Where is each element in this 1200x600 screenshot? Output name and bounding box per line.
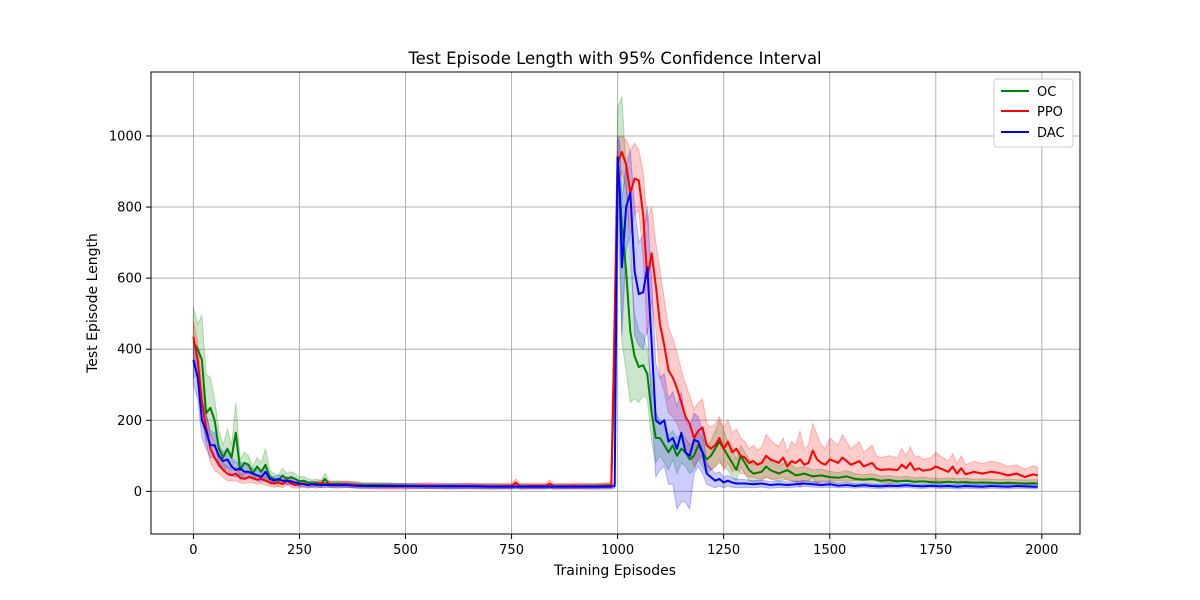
y-tick-label: 600: [117, 272, 142, 287]
series-lines: [192, 151, 1038, 488]
x-tick-label: 1250: [707, 543, 740, 558]
y-tick-label: 200: [117, 414, 142, 429]
legend-label-oc: OC: [1037, 85, 1056, 100]
x-tick-label: 2000: [1025, 543, 1058, 558]
legend-label-dac: DAC: [1037, 126, 1065, 141]
x-axis-label: Training Episodes: [553, 563, 676, 579]
y-axis-ticks: 0 200 400 600 800 1000: [109, 129, 151, 500]
y-axis-label: Test Episode Length: [85, 233, 101, 374]
y-tick-label: 1000: [109, 129, 142, 144]
series-line-dac: [192, 156, 1038, 488]
legend: OC PPO DAC: [993, 78, 1074, 148]
legend-box: [993, 78, 1074, 148]
series-line-ppo: [192, 151, 1038, 488]
y-tick-label: 0: [134, 485, 142, 500]
x-axis-ticks: 0 250 500 750 1000 1250 1500 1750 2000: [189, 534, 1058, 558]
x-tick-label: 0: [189, 543, 197, 558]
legend-label-ppo: PPO: [1037, 105, 1063, 120]
x-tick-label: 500: [393, 543, 418, 558]
plot-frame: [150, 71, 1081, 535]
x-tick-label: 250: [287, 543, 312, 558]
confidence-band-dac: [192, 135, 1039, 511]
x-tick-label: 1000: [601, 543, 634, 558]
y-tick-label: 800: [117, 201, 142, 216]
x-tick-label: 750: [499, 543, 524, 558]
x-tick-label: 1500: [813, 543, 846, 558]
chart-title: Test Episode Length with 95% Confidence …: [407, 49, 821, 68]
x-tick-label: 1750: [919, 543, 952, 558]
y-tick-label: 400: [117, 343, 142, 358]
